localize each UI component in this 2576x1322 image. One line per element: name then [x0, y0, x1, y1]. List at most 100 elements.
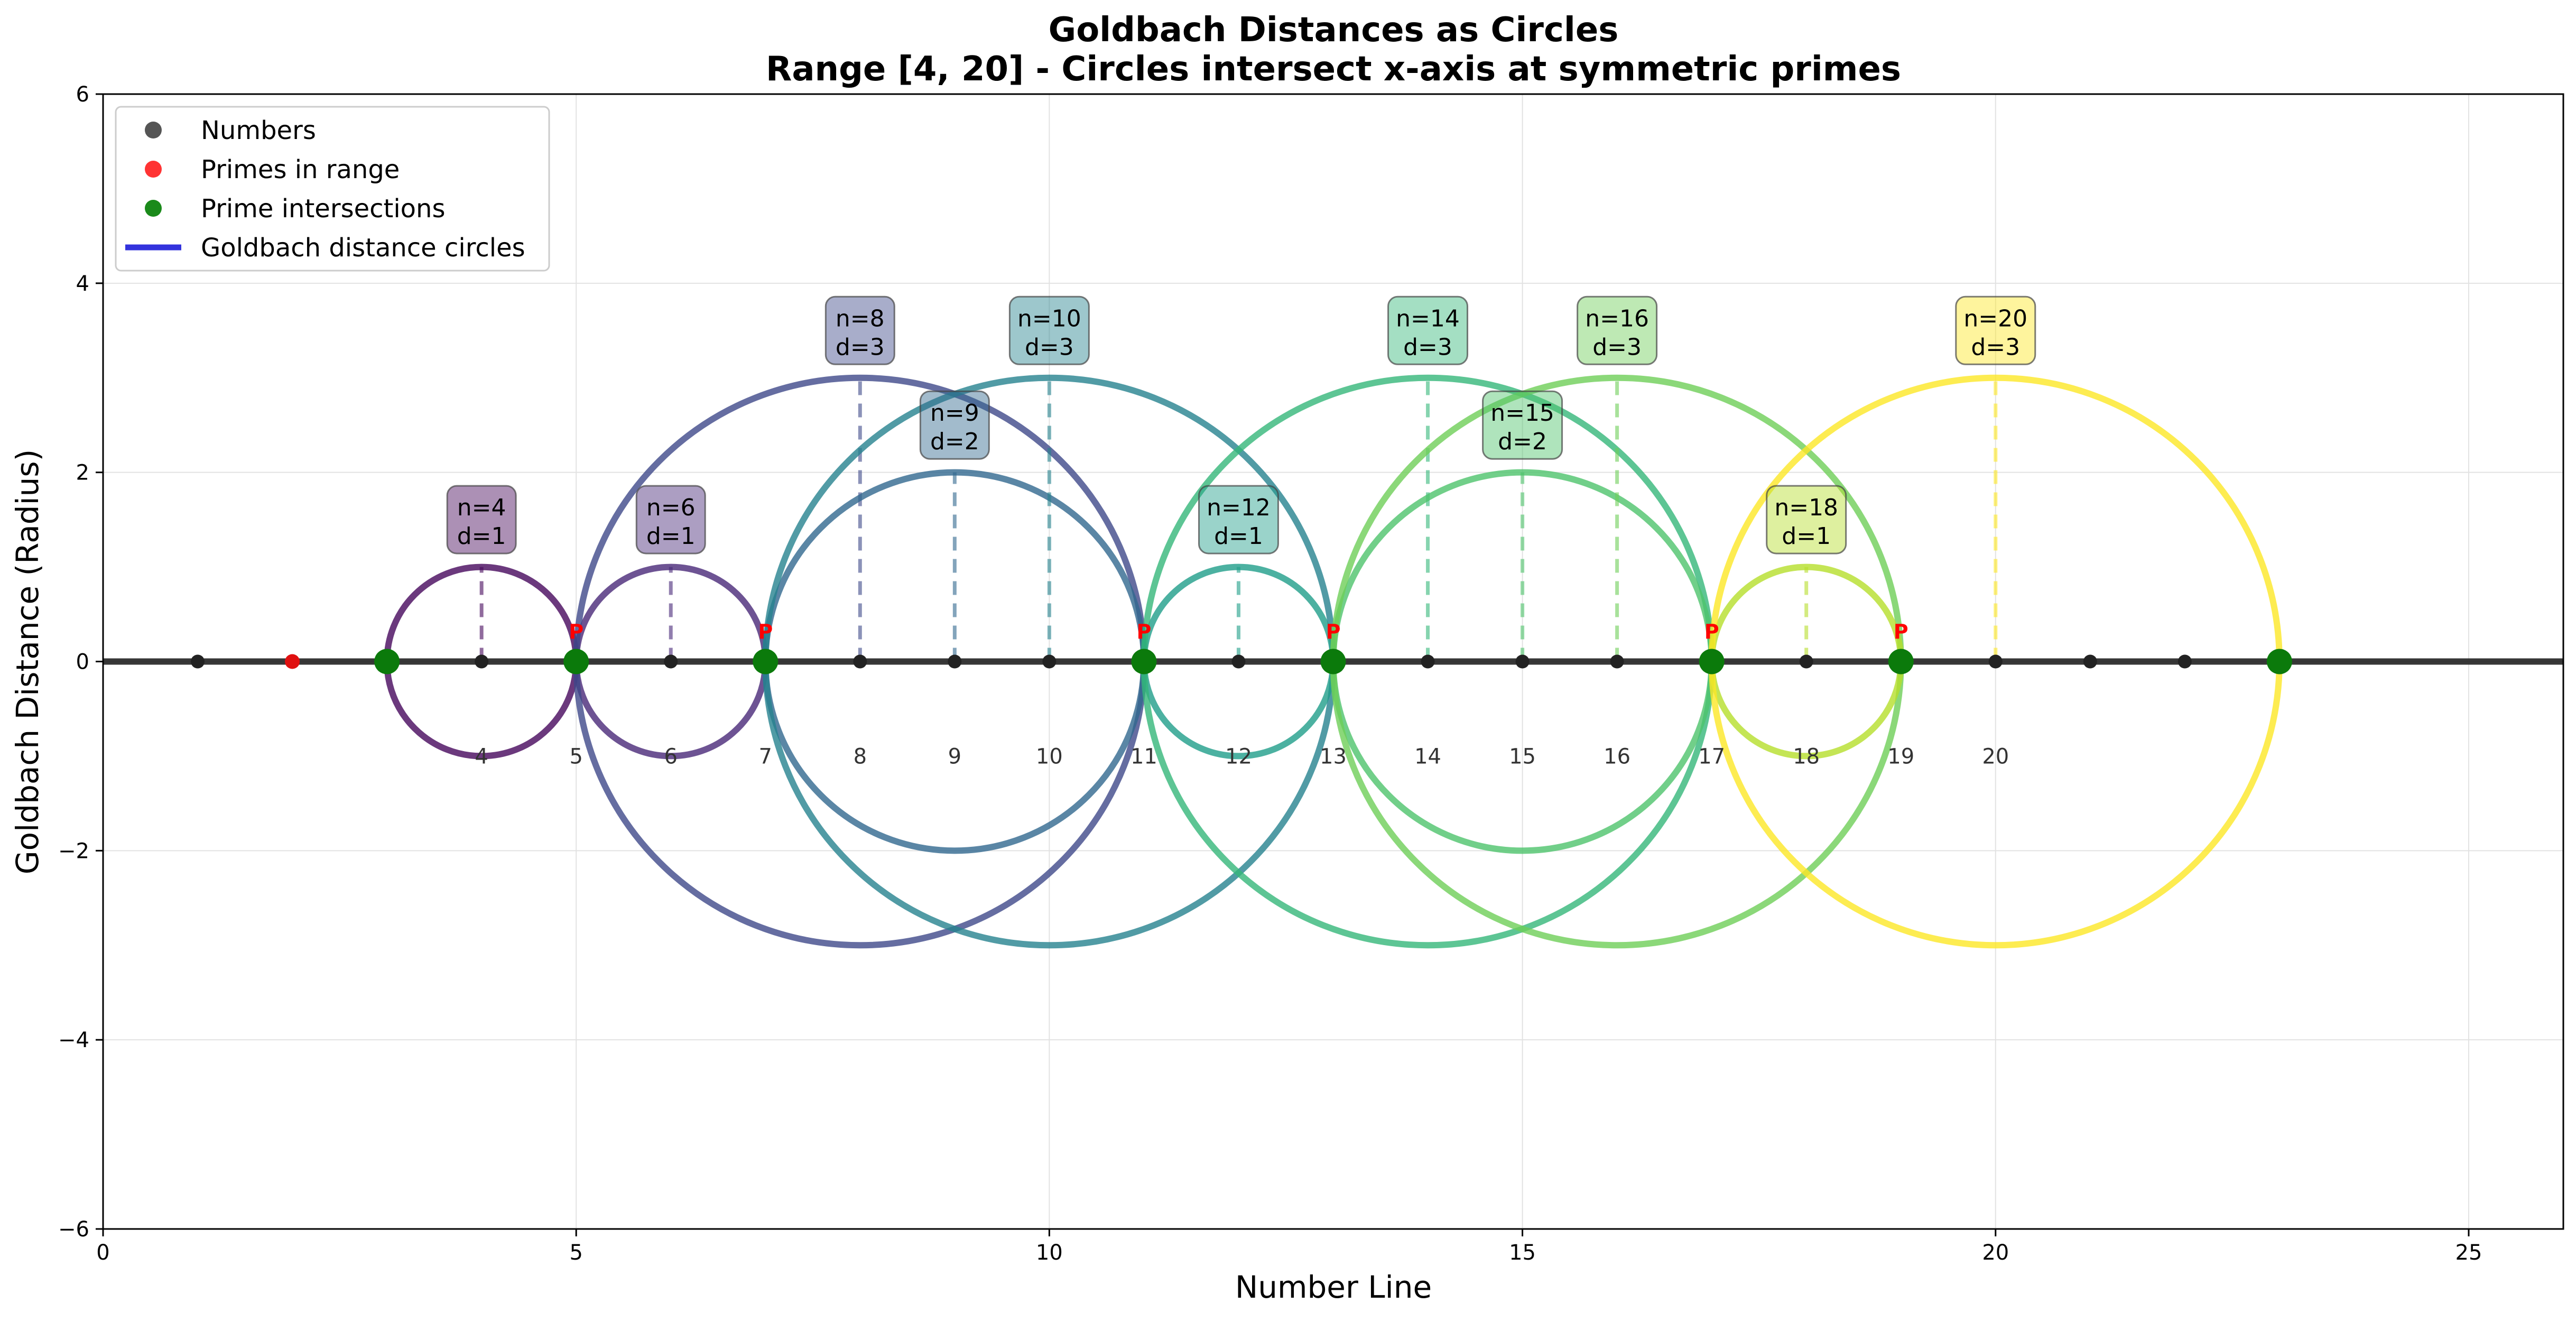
- annotation-d: d=3: [1592, 334, 1642, 360]
- number-label: 15: [1509, 744, 1536, 769]
- number-label: 11: [1131, 744, 1157, 769]
- number-point: [1421, 654, 1435, 669]
- annotation-box: [1766, 485, 1847, 554]
- annotation-d: d=1: [1782, 523, 1831, 550]
- number-label: 17: [1698, 744, 1725, 769]
- number-label: 19: [1887, 744, 1914, 769]
- annotation-box: [1008, 295, 1090, 365]
- number-label: 5: [569, 744, 582, 769]
- x-axis-label: Number Line: [1235, 1269, 1432, 1305]
- number-point: [1042, 654, 1057, 669]
- legend-label: Numbers: [201, 116, 316, 145]
- number-label: 18: [1793, 744, 1820, 769]
- x-tick-label: 0: [96, 1241, 109, 1265]
- number-point: [191, 654, 205, 669]
- annotation-d: d=2: [930, 428, 979, 455]
- x-tick-label: 10: [1036, 1241, 1063, 1265]
- prime-intersection-point: [374, 649, 400, 674]
- legend-marker: [145, 161, 162, 178]
- annotation-box: [1577, 295, 1658, 365]
- prime-marker-label: P: [1326, 620, 1341, 643]
- number-label: 12: [1225, 744, 1252, 769]
- number-point: [1231, 654, 1246, 669]
- annotation-n: n=20: [1963, 305, 2027, 332]
- annotation-n: n=6: [646, 494, 696, 521]
- annotation-n: n=16: [1585, 305, 1649, 332]
- annotation-box: [446, 485, 517, 554]
- annotation-box: [635, 485, 706, 554]
- y-tick-label: 2: [76, 461, 89, 485]
- y-axis-label: Goldbach Distance (Radius): [10, 449, 45, 875]
- number-point: [1610, 654, 1624, 669]
- legend-box: [115, 106, 550, 272]
- number-point: [1515, 654, 1530, 669]
- y-tick-label: 0: [76, 650, 89, 674]
- legend-label: Prime intersections: [201, 194, 445, 224]
- y-tick-label: −2: [58, 839, 89, 863]
- annotation-box: [824, 295, 895, 365]
- y-tick-label: 6: [76, 82, 89, 107]
- number-point: [853, 654, 867, 669]
- prime-intersection-point: [753, 649, 779, 674]
- annotation-n: n=14: [1396, 305, 1460, 332]
- annotation-n: n=8: [836, 305, 885, 332]
- points-layer: [191, 649, 2292, 674]
- number-label: 20: [1982, 744, 2009, 769]
- annotation-n: n=10: [1017, 305, 1081, 332]
- annotation-d: d=1: [457, 523, 506, 550]
- annotation-n: n=18: [1774, 494, 1838, 521]
- x-tick-label: 5: [569, 1241, 582, 1265]
- number-point: [475, 654, 489, 669]
- legend: Numbers Primes in range Prime intersection…: [115, 106, 550, 272]
- number-label: 9: [948, 744, 961, 769]
- annotations-layer: n=4d=1n=6d=1n=8d=3n=9d=2n=10d=3n=12d=1n=…: [446, 295, 2036, 554]
- annotation-d: d=3: [1403, 334, 1452, 360]
- legend-marker: [145, 200, 162, 217]
- annotation-d: d=1: [1214, 523, 1263, 550]
- annotation-d: d=2: [1498, 428, 1547, 455]
- prime-intersection-point: [1888, 649, 1914, 674]
- prime-intersection-point: [2266, 649, 2292, 674]
- y-tick-label: 4: [76, 272, 89, 296]
- annotation-box: [1482, 390, 1563, 460]
- annotation-d: d=1: [646, 523, 696, 550]
- annotation-n: n=9: [930, 400, 979, 427]
- legend-label: Primes in range: [201, 155, 400, 184]
- x-tick-label: 15: [1509, 1241, 1536, 1265]
- annotation-n: n=12: [1207, 494, 1271, 521]
- number-point: [1799, 654, 1813, 669]
- prime-marker-label: P: [758, 620, 773, 643]
- annotation-box: [1955, 295, 2036, 365]
- number-label: 6: [664, 744, 678, 769]
- prime-intersection-point: [563, 649, 589, 674]
- number-label: 16: [1604, 744, 1630, 769]
- legend-label: Goldbach distance circles: [201, 233, 525, 263]
- prime-intersection-point: [1699, 649, 1725, 674]
- number-label: 8: [854, 744, 867, 769]
- prime-intersection-point: [1320, 649, 1346, 674]
- y-tick-label: −6: [58, 1217, 89, 1242]
- annotation-n: n=4: [457, 494, 506, 521]
- number-point: [2083, 654, 2097, 669]
- number-label: 4: [475, 744, 488, 769]
- annotation-n: n=15: [1490, 400, 1554, 427]
- number-point: [1988, 654, 2003, 669]
- annotation-box: [1387, 295, 1469, 365]
- prime-intersection-point: [1131, 649, 1157, 674]
- prime-marker-label: P: [1704, 620, 1719, 643]
- annotation-box: [919, 390, 990, 460]
- number-label: 13: [1320, 744, 1347, 769]
- number-label: 14: [1414, 744, 1441, 769]
- ticks-layer: 0 5 10 15 20 25 −6 −4 −2 0 2 4 6: [58, 82, 2482, 1265]
- legend-marker: [145, 122, 162, 138]
- labels-layer: 4 5 6 7 8 9 10 11 12 13 14 15 16 17 18 19 20 P P P P P P: [475, 620, 2009, 769]
- annotation-d: d=3: [1971, 334, 2020, 360]
- annotation-d: d=3: [836, 334, 885, 360]
- x-tick-label: 20: [1982, 1241, 2009, 1265]
- chart-title: Goldbach Distances as Circles: [1049, 11, 1619, 50]
- x-tick-label: 25: [2455, 1241, 2482, 1265]
- annotation-box: [1198, 485, 1279, 554]
- prime-marker-label: P: [1136, 620, 1151, 643]
